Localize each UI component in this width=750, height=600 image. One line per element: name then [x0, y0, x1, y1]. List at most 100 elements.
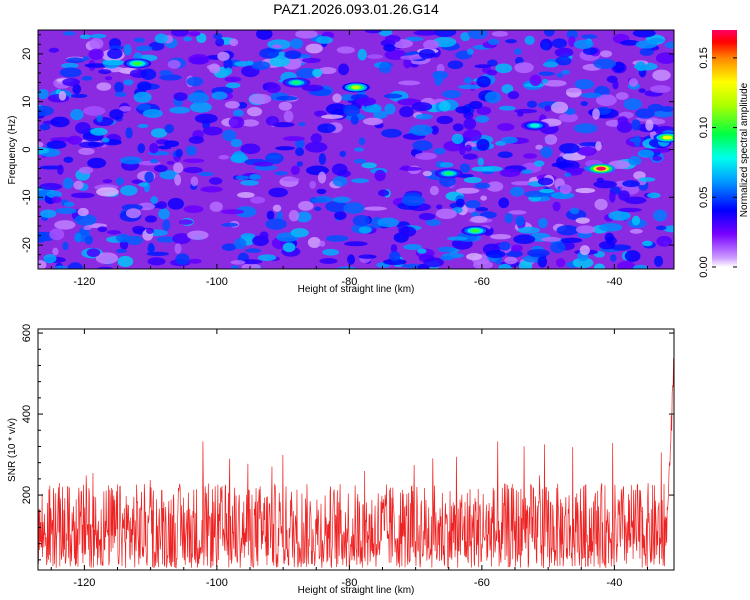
heatmap-blob — [234, 238, 247, 250]
heatmap-blob — [58, 90, 67, 101]
heatmap-blob — [436, 204, 443, 210]
heatmap-blob — [476, 106, 492, 116]
heatmap-blob — [51, 196, 62, 204]
heatmap-blob — [575, 187, 596, 194]
heatmap-blob — [498, 105, 516, 111]
heatmap-blob — [228, 116, 245, 129]
heatmap-blob — [336, 266, 357, 269]
heatmap-blob — [317, 171, 327, 184]
heatmap-blob — [97, 266, 113, 269]
snr-y-ticks: 200 400 600 — [21, 324, 674, 561]
heatmap-blob — [540, 38, 553, 51]
heatmap-blob — [171, 30, 189, 37]
heatmap-blob — [515, 215, 525, 227]
heatmap-blob — [318, 66, 337, 75]
heatmap-peak — [470, 228, 481, 233]
heatmap-blob — [38, 141, 44, 148]
heatmap-blob — [332, 93, 342, 103]
heatmap-blob — [332, 176, 348, 187]
heatmap-blob — [60, 62, 79, 69]
x-tick-label: -80 — [341, 577, 357, 589]
heatmap-blob — [268, 187, 288, 198]
snr-series-line — [38, 357, 674, 569]
heatmap-blob — [413, 30, 438, 36]
heatmap-blob — [120, 156, 143, 165]
heatmap-blob — [358, 254, 377, 259]
heatmap-blob — [447, 60, 464, 70]
heatmap-blob — [38, 88, 49, 100]
y-tick-label: 400 — [21, 405, 33, 423]
heatmap-blob — [232, 109, 244, 117]
heatmap-blob — [593, 58, 617, 69]
heatmap-blob — [617, 207, 642, 213]
heatmap-blob — [133, 37, 146, 43]
heatmap-blob — [377, 217, 400, 228]
x-tick-label: -120 — [73, 577, 95, 589]
heatmap-blob — [96, 114, 103, 123]
heatmap-blob — [609, 190, 616, 203]
heatmap-blob — [296, 161, 304, 167]
heatmap-blob — [89, 37, 104, 50]
heatmap-blob — [577, 146, 597, 156]
heatmap-blob — [610, 254, 617, 262]
heatmap-blob — [40, 209, 57, 219]
snr-panel: -120 -100 -80 -60 -40 200 400 600 Height of st… — [7, 324, 675, 596]
heatmap-blob — [164, 123, 174, 134]
heatmap-blob — [169, 106, 191, 114]
heatmap-blob — [649, 85, 671, 94]
heatmap-blob — [319, 258, 338, 265]
heatmap-blob — [628, 155, 642, 166]
heatmap-blob — [240, 259, 263, 265]
heatmap-blob — [121, 204, 143, 211]
heatmap-blob — [592, 108, 600, 120]
heatmap-blob — [208, 63, 221, 74]
heatmap-blob — [575, 225, 596, 234]
heatmap-blob — [265, 152, 284, 164]
x-tick-label: -80 — [341, 276, 357, 288]
heatmap-blob — [430, 125, 439, 135]
heatmap-blob — [633, 264, 649, 269]
heatmap-blob — [656, 235, 673, 247]
heatmap-blob — [295, 211, 312, 223]
heatmap-blob — [582, 47, 598, 56]
heatmap-blob — [159, 74, 182, 81]
heatmap-blob — [485, 249, 506, 259]
heatmap-blob — [149, 142, 159, 154]
heatmap-blob — [558, 112, 579, 123]
heatmap-blob — [78, 166, 94, 175]
heatmap-blob — [224, 76, 242, 83]
heatmap-blob — [434, 73, 443, 86]
heatmap-blob — [526, 100, 538, 108]
heatmap-blob — [38, 146, 50, 155]
heatmap-blob — [183, 158, 205, 164]
heatmap-blob — [116, 233, 131, 243]
heatmap-blob — [332, 196, 351, 203]
heatmap-blob — [652, 155, 662, 161]
heatmap-blob — [321, 114, 344, 119]
heatmap-blob — [617, 116, 629, 126]
heatmap-blob — [62, 31, 76, 36]
heatmap-blob — [610, 244, 632, 251]
heatmap-blob — [314, 206, 322, 212]
heatmap-blob — [580, 101, 588, 107]
heatmap-blob — [325, 235, 349, 242]
heatmap-blob — [506, 250, 523, 258]
heatmap-blob — [298, 122, 306, 127]
heatmap-blob — [352, 215, 371, 227]
heatmap-blob — [358, 137, 366, 146]
heatmap-blob — [544, 134, 558, 145]
heatmap-blob — [145, 227, 154, 235]
heatmap-blob — [164, 140, 180, 148]
heatmap-blob — [623, 98, 642, 111]
heatmap-blob — [631, 119, 641, 131]
heatmap-blob — [241, 119, 259, 127]
heatmap-blob — [123, 79, 134, 86]
heatmap-blob — [131, 179, 144, 184]
heatmap-blob — [579, 245, 591, 256]
heatmap-blob — [159, 70, 173, 76]
heatmap-blob — [120, 185, 138, 196]
heatmap-blob — [637, 149, 654, 158]
heatmap-blob — [411, 102, 433, 112]
heatmap-blob — [624, 250, 641, 262]
heatmap-blob — [174, 174, 182, 186]
